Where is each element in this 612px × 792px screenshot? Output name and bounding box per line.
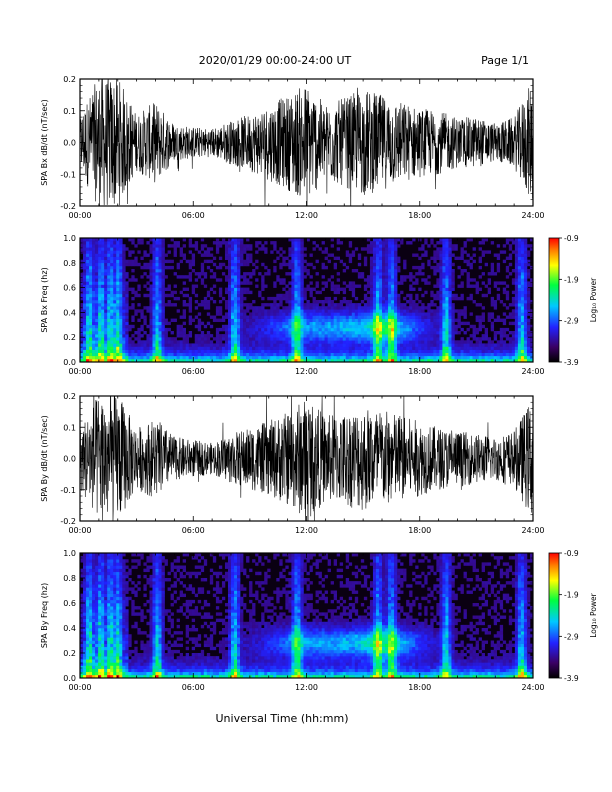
colorbar: -0.9 -1.9 -2.9 -3.9 Log₁₀ Power xyxy=(548,234,598,367)
y-axis-label: SPA Bx dB/dt (nT/sec) xyxy=(40,99,49,186)
y-tick-label: 0.6 xyxy=(63,599,76,608)
x-axis: 00:00 06:00 12:00 18:00 24:00 xyxy=(68,79,545,220)
figure-title: 2020/01/29 00:00-24:00 UT xyxy=(199,54,352,67)
x-axis: 00:00 06:00 12:00 18:00 24:00 xyxy=(68,396,545,535)
panels-group: 00:00 06:00 12:00 18:00 24:00-0.2-0.10.00.10… xyxy=(40,75,598,692)
panel-3: 00:00 06:00 12:00 18:00 24:00-0.2-0.10.00.10… xyxy=(40,392,545,535)
x-tick-label: 06:00 xyxy=(182,367,205,376)
signal-trace xyxy=(80,396,533,521)
y-tick-label: 0.0 xyxy=(63,358,76,367)
x-tick-label: 12:00 xyxy=(295,683,318,692)
y-tick-label: 0.2 xyxy=(63,333,76,342)
y-tick-label: 1.0 xyxy=(63,549,76,558)
page-label: Page 1/1 xyxy=(481,54,529,67)
colorbar-tick-label: -2.9 xyxy=(564,632,579,641)
x-tick-label: 18:00 xyxy=(408,526,431,535)
x-tick-label: 24:00 xyxy=(521,526,544,535)
y-tick-label: 0.8 xyxy=(63,574,76,583)
colorbar-tick-label: -0.9 xyxy=(564,549,579,558)
x-axis-label: Universal Time (hh:mm) xyxy=(216,712,349,725)
x-tick-label: 24:00 xyxy=(521,211,544,220)
y-tick-label: 0.0 xyxy=(63,674,76,683)
y-tick-label: 0.4 xyxy=(63,308,76,317)
y-tick-label: 0.6 xyxy=(63,284,76,293)
x-tick-label: 00:00 xyxy=(68,367,91,376)
y-tick-label: 0.1 xyxy=(63,423,76,432)
y-tick-label: -0.1 xyxy=(60,170,76,179)
y-axis: 0.0 0.2 0.4 0.6 0.8 1.0 SPA By Freq (hz) xyxy=(40,549,533,683)
y-tick-label: -0.2 xyxy=(60,517,76,526)
y-tick-label: 0.4 xyxy=(63,624,76,633)
y-tick-label: 0.2 xyxy=(63,649,76,658)
colorbar-tick-label: -3.9 xyxy=(564,674,579,683)
x-tick-label: 12:00 xyxy=(295,526,318,535)
x-axis: 00:00 06:00 12:00 18:00 24:00 xyxy=(68,238,545,376)
y-tick-label: 0.2 xyxy=(63,392,76,401)
panel-4: -0.9 -1.9 -2.9 -3.9 Log₁₀ Power 00:00 06:00 12:… xyxy=(40,549,598,692)
x-tick-label: 24:00 xyxy=(521,367,544,376)
y-tick-label: 0.2 xyxy=(63,75,76,84)
x-axis: 00:00 06:00 12:00 18:00 24:00 xyxy=(68,553,545,692)
y-tick-label: -0.2 xyxy=(60,202,76,211)
y-tick-label: 0.0 xyxy=(63,139,76,148)
x-tick-label: 06:00 xyxy=(182,526,205,535)
y-axis-label: SPA Bx Freq (hz) xyxy=(40,267,49,332)
x-tick-label: 00:00 xyxy=(68,526,91,535)
y-axis: 0.0 0.2 0.4 0.6 0.8 1.0 SPA Bx Freq (hz) xyxy=(40,234,533,367)
y-tick-label: 0.8 xyxy=(63,259,76,268)
x-tick-label: 18:00 xyxy=(408,367,431,376)
y-tick-label: 0.1 xyxy=(63,107,76,116)
spectrogram-cells xyxy=(80,553,533,678)
colorbar-label: Log₁₀ Power xyxy=(589,592,598,637)
x-tick-label: 00:00 xyxy=(68,683,91,692)
y-tick-label: 0.0 xyxy=(63,455,76,464)
x-tick-label: 06:00 xyxy=(182,683,205,692)
y-tick-label: -0.1 xyxy=(60,486,76,495)
x-tick-label: 18:00 xyxy=(408,683,431,692)
y-axis: -0.2 -0.1 0.0 0.1 0.2 SPA Bx dB/dt (nT/sec) xyxy=(40,75,533,211)
x-tick-label: 18:00 xyxy=(408,211,431,220)
x-tick-label: 06:00 xyxy=(182,211,205,220)
x-tick-label: 12:00 xyxy=(295,211,318,220)
colorbar-tick-label: -3.9 xyxy=(564,358,579,367)
spectrogram-cells xyxy=(80,238,533,362)
colorbar: -0.9 -1.9 -2.9 -3.9 Log₁₀ Power xyxy=(548,549,598,683)
panel-2: -0.9 -1.9 -2.9 -3.9 Log₁₀ Power 00:00 06:00 12:… xyxy=(40,234,598,376)
colorbar-tick-label: -0.9 xyxy=(564,234,579,243)
y-axis-label: SPA By Freq (hz) xyxy=(40,583,49,648)
colorbar-tick-label: -1.9 xyxy=(564,591,579,600)
y-tick-label: 1.0 xyxy=(63,234,76,243)
x-tick-label: 00:00 xyxy=(68,211,91,220)
x-tick-label: 24:00 xyxy=(521,683,544,692)
panel-1: 00:00 06:00 12:00 18:00 24:00-0.2-0.10.00.10… xyxy=(40,75,545,220)
signal-trace xyxy=(80,79,533,206)
y-axis-label: SPA By dB/dt (nT/sec) xyxy=(40,415,49,502)
colorbar-tick-label: -2.9 xyxy=(564,317,579,326)
colorbar-label: Log₁₀ Power xyxy=(589,277,598,322)
colorbar-tick-label: -1.9 xyxy=(564,275,579,284)
x-tick-label: 12:00 xyxy=(295,367,318,376)
y-axis: -0.2 -0.1 0.0 0.1 0.2 SPA By dB/dt (nT/sec) xyxy=(40,392,533,526)
